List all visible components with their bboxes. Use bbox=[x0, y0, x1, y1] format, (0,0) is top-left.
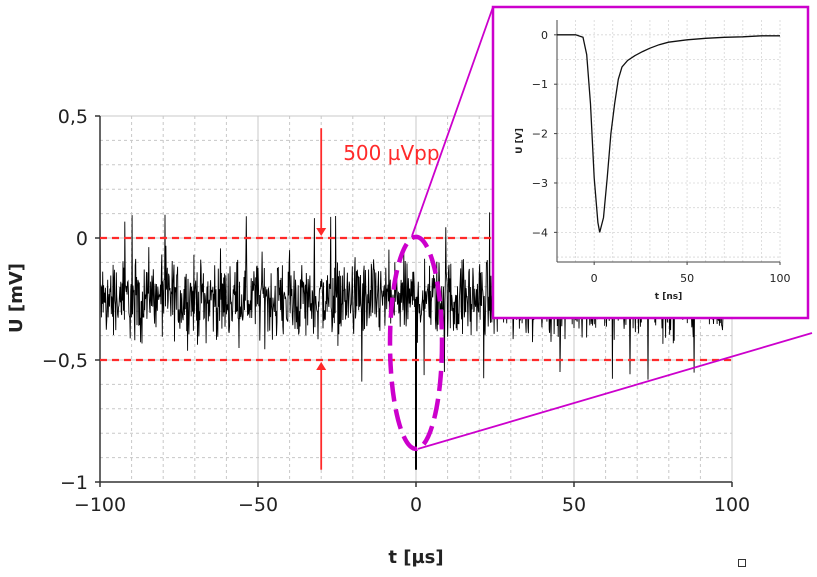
x-tick-label: −50 bbox=[238, 494, 278, 516]
inset-y-tick-label: −2 bbox=[532, 128, 548, 141]
annotation-group: 500 µVpp bbox=[316, 6, 813, 470]
inset-chart: 0 50 100 0 −1 −2 −3 −4 t [ns] U [V] bbox=[491, 5, 810, 320]
arrow-up-head bbox=[316, 362, 327, 370]
corner-square bbox=[738, 559, 746, 567]
pulse-trace bbox=[557, 34, 780, 233]
inset-y-tick-label: 0 bbox=[541, 29, 548, 42]
arrow-down-head bbox=[316, 228, 327, 236]
highlight-ellipse bbox=[387, 234, 445, 452]
inset-x-axis-label: t [ns] bbox=[655, 292, 682, 302]
x-tick-label: 50 bbox=[562, 494, 586, 516]
y-tick-label: 0 bbox=[76, 228, 88, 250]
x-tick-label: 100 bbox=[714, 494, 750, 516]
inset-y-tick-label: −4 bbox=[532, 226, 548, 239]
inset-y-tick-label: −1 bbox=[532, 78, 548, 91]
callout-line-bottom bbox=[417, 332, 813, 450]
inset-y-tick-label: −3 bbox=[532, 177, 548, 190]
callout-line-top bbox=[411, 6, 494, 237]
x-tick-label: 0 bbox=[410, 494, 422, 516]
main-axes: −100 −50 0 50 100 0,5 0 −0,5 −1 bbox=[42, 106, 750, 516]
inset-x-tick-label: 0 bbox=[591, 272, 598, 285]
inset-x-tick-label: 100 bbox=[770, 272, 791, 285]
x-axis-label: t [µs] bbox=[388, 547, 443, 568]
annotation-text: 500 µVpp bbox=[343, 141, 439, 165]
y-tick-label: −1 bbox=[60, 472, 88, 494]
inset-y-axis-label: U [V] bbox=[515, 128, 525, 154]
inset-x-tick-label: 50 bbox=[680, 272, 694, 285]
y-tick-label: 0,5 bbox=[58, 106, 88, 128]
y-tick-label: −0,5 bbox=[42, 350, 88, 372]
y-axis-label: U [mV] bbox=[6, 263, 27, 333]
inset-frame bbox=[491, 5, 810, 320]
x-tick-label: −100 bbox=[74, 494, 126, 516]
